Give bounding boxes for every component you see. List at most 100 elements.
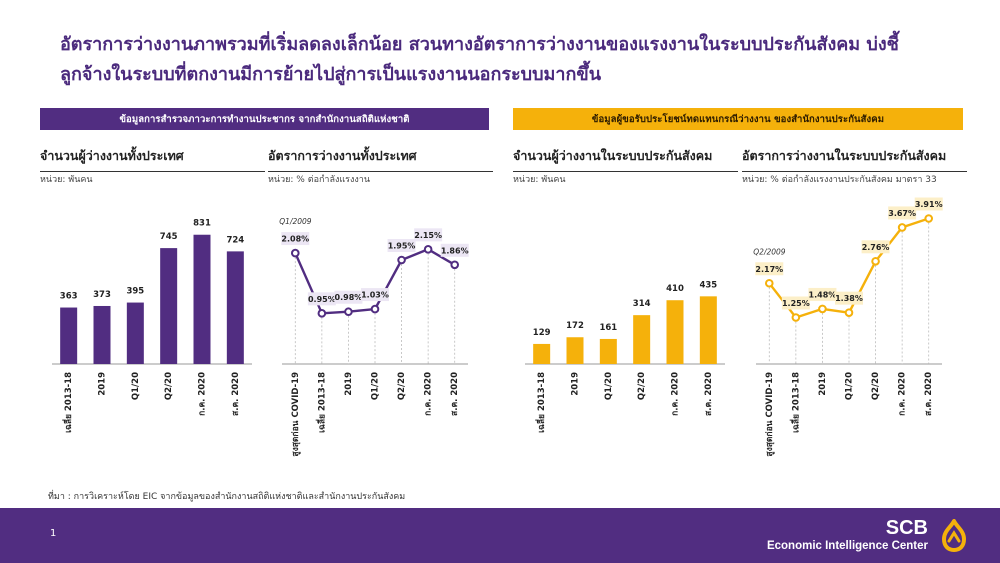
data-label: 2.17% xyxy=(755,265,783,274)
category-label: Q1/20 xyxy=(371,372,381,400)
data-label: 410 xyxy=(666,284,684,294)
category-label: 2019 xyxy=(98,372,108,396)
data-point xyxy=(290,248,300,258)
panel-unemployed-sso: จำนวนผู้ว่างงานในระบบประกันสังคม หน่วย: … xyxy=(513,138,738,478)
bar xyxy=(533,343,551,364)
bar-chart-unemployed-total: 363 เฉลี่ย 2013-18 373 2019 395 Q1/20 745 Q2/20… xyxy=(52,219,252,433)
data-label-bg xyxy=(307,292,336,306)
data-label-bg xyxy=(414,228,443,242)
data-label-bg xyxy=(334,290,363,304)
category-label: เฉลี่ย 2013-18 xyxy=(314,372,327,433)
data-label: 172 xyxy=(566,321,584,331)
brand: SCB Economic Intelligence Center xyxy=(767,517,928,553)
data-label: 1.03% xyxy=(361,291,389,300)
data-label: 161 xyxy=(599,323,617,333)
data-point xyxy=(764,278,774,288)
data-label: 314 xyxy=(633,299,651,309)
data-label: 724 xyxy=(226,235,244,245)
data-label-bg xyxy=(888,206,917,220)
bar xyxy=(699,296,717,364)
data-point xyxy=(344,307,353,317)
data-label-bg xyxy=(781,296,810,310)
category-label: Q1/20 xyxy=(131,372,141,400)
title-line-2: ลูกจ้างในระบบที่ตกงานมีการย้ายไปสู่การเป… xyxy=(60,64,602,85)
annotation-label: Q2/2009 xyxy=(753,247,786,256)
data-label-bg xyxy=(387,239,416,252)
category-label: ก.ค. 2020 xyxy=(671,372,681,416)
data-label: 2.08% xyxy=(281,235,309,244)
brand-subtitle: Economic Intelligence Center xyxy=(766,540,928,552)
line-chart-unemployment-rate-sso: 2.17% สูงสุดก่อน COVID-19 1.25% เฉลี่ย 2013… xyxy=(753,197,943,457)
data-label: 0.95% xyxy=(308,295,336,304)
chart-title: อัตราการว่างงานในระบบประกันสังคม xyxy=(742,146,967,172)
bar xyxy=(193,234,211,364)
category-label: Q2/20 xyxy=(871,372,881,400)
data-label: 3.91% xyxy=(915,200,943,209)
chart-unit: หน่วย: % ต่อกำลังแรงงานประกันสังคม มาตรา… xyxy=(742,175,937,185)
chart-title: จำนวนผู้ว่างงานทั้งประเทศ xyxy=(40,146,265,172)
data-label-bg xyxy=(808,287,837,301)
data-point xyxy=(844,308,854,317)
category-label: ก.ค. 2020 xyxy=(424,372,434,416)
category-label: Q2/20 xyxy=(397,372,407,400)
bar xyxy=(599,338,617,364)
data-label: 1.95% xyxy=(388,242,416,251)
category-label: 2019 xyxy=(571,372,581,396)
chart-unit: หน่วย: % ต่อกำลังแรงงาน xyxy=(268,175,371,185)
category-label: เฉลี่ย 2013-18 xyxy=(788,372,801,433)
line-chart-unemployment-rate-total: 2.08% สูงสุดก่อน COVID-19 0.95% เฉลี่ย 2013… xyxy=(279,217,469,457)
brand-name: SCB xyxy=(885,517,928,539)
panel-unemployed-total: จำนวนผู้ว่างงานทั้งประเทศ หน่วย: พันคน 3… xyxy=(40,138,265,478)
data-label: 395 xyxy=(126,287,144,297)
bar xyxy=(160,248,178,364)
data-label-bg xyxy=(281,232,310,246)
data-point xyxy=(423,245,433,254)
title-line-1: อัตราการว่างงานภาพรวมที่เริ่มลดลงเล็กน้อ… xyxy=(60,34,899,55)
category-label: ก.ค. 2020 xyxy=(198,372,208,416)
category-label: Q1/20 xyxy=(845,372,855,400)
category-label: ส.ค. 2020 xyxy=(450,372,460,416)
data-label: 2.76% xyxy=(862,243,890,252)
data-point xyxy=(370,304,380,314)
footer-bar: 1 SCB Economic Intelligence Center xyxy=(0,508,1000,563)
data-point xyxy=(791,313,801,322)
bar xyxy=(666,300,684,364)
category-label: ส.ค. 2020 xyxy=(924,372,934,416)
data-label: 1.86% xyxy=(441,246,469,255)
category-label: สูงสุดก่อน COVID-19 xyxy=(764,372,775,457)
bar xyxy=(60,307,78,364)
data-label: 745 xyxy=(160,232,178,242)
chart-unit: หน่วย: พันคน xyxy=(513,175,566,185)
panel-unemployment-rate-sso: อัตราการว่างงานในระบบประกันสังคม หน่วย: … xyxy=(742,138,967,478)
data-point xyxy=(897,223,907,232)
chart-title: อัตราการว่างงานทั้งประเทศ xyxy=(268,146,493,172)
data-point xyxy=(397,255,406,265)
data-label-bg xyxy=(914,197,943,211)
data-point xyxy=(818,304,827,314)
data-label-bg xyxy=(755,262,784,276)
category-label: Q2/20 xyxy=(164,372,174,400)
data-label-bg xyxy=(440,243,469,257)
category-label: สูงสุดก่อน COVID-19 xyxy=(290,372,301,457)
category-label: 2019 xyxy=(344,372,354,396)
data-label-bg xyxy=(361,288,389,302)
chart-unit: หน่วย: พันคน xyxy=(40,175,93,185)
data-label: 2.15% xyxy=(414,231,442,240)
chart-title: จำนวนผู้ว่างงานในระบบประกันสังคม xyxy=(513,146,738,172)
data-point xyxy=(924,214,934,223)
data-label-bg xyxy=(861,240,890,254)
annotation-label: Q1/2009 xyxy=(279,217,312,226)
data-label: 129 xyxy=(533,328,551,338)
bar xyxy=(226,251,244,364)
category-label: ก.ค. 2020 xyxy=(898,372,908,416)
page-title: อัตราการว่างงานภาพรวมที่เริ่มลดลงเล็กน้อ… xyxy=(60,30,960,90)
data-point xyxy=(317,309,327,318)
bar xyxy=(633,315,651,364)
bar xyxy=(566,337,584,364)
data-label: 363 xyxy=(60,292,78,302)
data-label: 0.98% xyxy=(335,293,363,302)
data-label: 1.48% xyxy=(809,290,837,299)
category-label: Q2/20 xyxy=(637,372,647,400)
category-label: ส.ค. 2020 xyxy=(704,372,714,416)
data-label: 831 xyxy=(193,219,211,229)
